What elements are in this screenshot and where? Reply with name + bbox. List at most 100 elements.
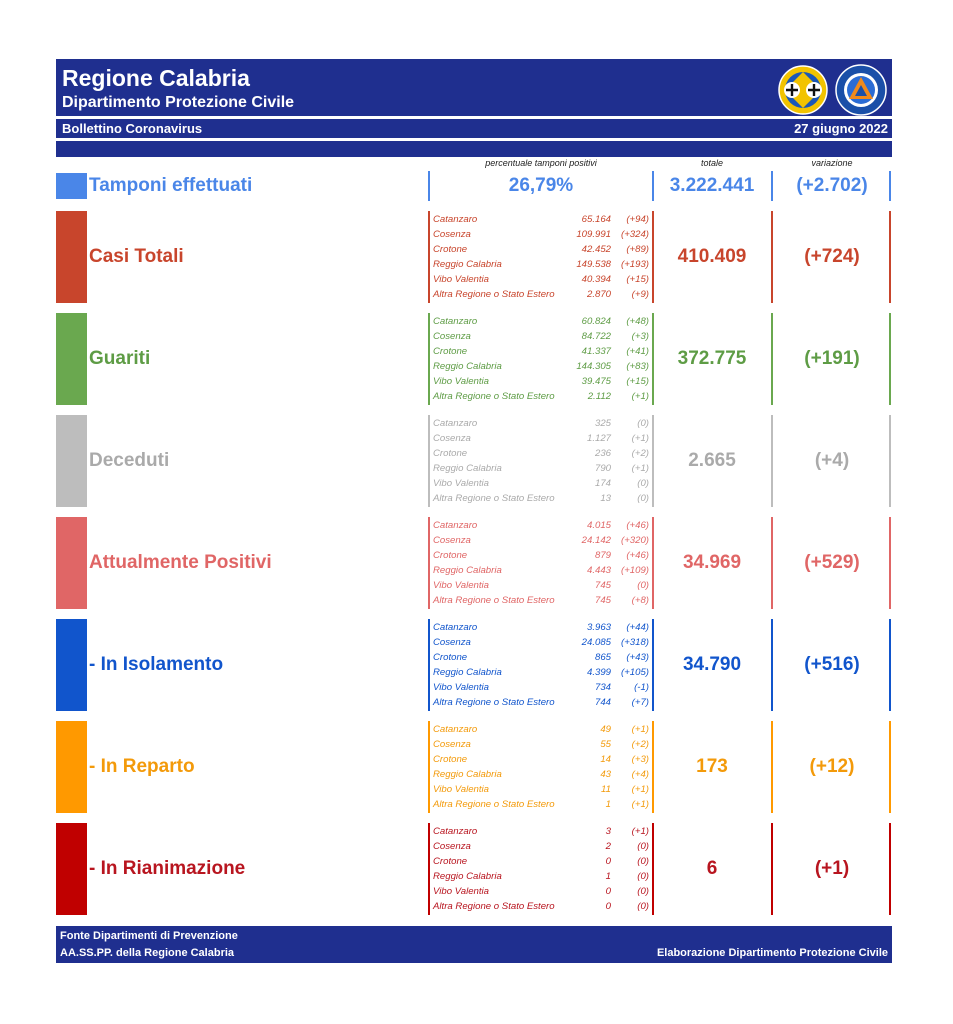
province-value: 144.305 <box>576 361 611 372</box>
breakdown-row: Cosenza 24.142 (+320) <box>433 533 649 548</box>
province-breakdown: Catanzaro 325 (0) Cosenza 1.127 (+1) Crotone 23… <box>433 416 649 506</box>
breakdown-row: Vibo Valentia 745 (0) <box>433 578 649 593</box>
breakdown-row: Altra Regione o Stato Estero 0 (0) <box>433 899 649 914</box>
province-delta: (0) <box>637 901 649 912</box>
province-value: 3.963 <box>586 622 611 633</box>
tamponi-label: Tamponi effettuati <box>89 175 253 196</box>
breakdown-row: Cosenza 84.722 (+3) <box>433 329 649 344</box>
province-value: 0 <box>605 856 611 867</box>
section-total: 372.775 <box>677 348 747 369</box>
province-value: 1 <box>605 799 611 810</box>
breakdown-row: Catanzaro 4.015 (+46) <box>433 518 649 533</box>
province-delta: (+1) <box>631 391 649 402</box>
source-line-1: Fonte Dipartimenti di Prevenzione <box>60 930 238 942</box>
province-value: 790 <box>594 463 611 474</box>
province-name: Reggio Calabria <box>433 361 502 372</box>
province-value: 109.991 <box>576 229 611 240</box>
header-strip <box>56 141 892 157</box>
divider <box>771 619 773 711</box>
province-value: 49 <box>600 724 611 735</box>
breakdown-row: Altra Regione o Stato Estero 744 (+7) <box>433 695 649 710</box>
section-total: 173 <box>696 756 728 777</box>
province-value: 2.112 <box>587 391 611 402</box>
divider <box>652 721 654 813</box>
province-value: 745 <box>594 580 611 591</box>
section-attualmente-positivi: Attualmente Positivi Catanzaro 4.015 (+46) C… <box>56 517 892 609</box>
province-name: Vibo Valentia <box>433 784 490 795</box>
province-name: Reggio Calabria <box>433 565 502 576</box>
divider <box>889 415 891 507</box>
province-delta: (+1) <box>631 784 649 795</box>
breakdown-row: Crotone 14 (+3) <box>433 752 649 767</box>
section-total: 410.409 <box>677 246 747 267</box>
province-delta: (+44) <box>626 622 649 633</box>
section-label: Attualmente Positivi <box>89 552 272 573</box>
divider <box>428 313 430 405</box>
tamponi-total: 3.222.441 <box>669 175 755 196</box>
province-name: Altra Regione o Stato Estero <box>433 901 555 912</box>
province-delta: (+46) <box>626 550 649 561</box>
province-value: 879 <box>594 550 611 561</box>
section-swatch <box>56 517 87 609</box>
province-delta: (+4) <box>631 769 649 780</box>
province-name: Crotone <box>433 754 468 765</box>
province-name: Vibo Valentia <box>433 376 490 387</box>
breakdown-row: Cosenza 1.127 (+1) <box>433 431 649 446</box>
section-in-isolamento: - In Isolamento Catanzaro 3.963 (+44) Cosenz… <box>56 619 892 711</box>
province-delta: (+2) <box>631 739 649 750</box>
province-name: Altra Regione o Stato Estero <box>433 493 555 504</box>
province-delta: (0) <box>637 478 649 489</box>
footer: Fonte Dipartimenti di Prevenzione AA.SS.… <box>56 926 892 963</box>
breakdown-row: Reggio Calabria 43 (+4) <box>433 767 649 782</box>
province-delta: (0) <box>637 493 649 504</box>
province-value: 1 <box>605 871 611 882</box>
divider <box>428 619 430 711</box>
province-name: Vibo Valentia <box>433 580 490 591</box>
province-value: 0 <box>605 901 611 912</box>
province-value: 4.443 <box>586 565 611 576</box>
province-delta: (+1) <box>631 799 649 810</box>
elaboration-credit: Elaborazione Dipartimento Protezione Civ… <box>656 947 888 959</box>
divider <box>428 415 430 507</box>
province-name: Crotone <box>433 550 468 561</box>
province-delta: (+46) <box>626 520 649 531</box>
section-delta: (+191) <box>804 348 860 369</box>
province-value: 13 <box>600 493 611 504</box>
province-name: Catanzaro <box>433 316 478 327</box>
breakdown-row: Reggio Calabria 144.305 (+83) <box>433 359 649 374</box>
province-name: Catanzaro <box>433 418 478 429</box>
section-total: 2.665 <box>688 450 736 471</box>
province-value: 174 <box>594 478 611 489</box>
province-value: 865 <box>594 652 611 663</box>
province-name: Catanzaro <box>433 826 478 837</box>
section-swatch <box>56 721 87 813</box>
province-delta: (0) <box>637 871 649 882</box>
divider <box>771 171 773 201</box>
section-label: Casi Totali <box>89 246 184 267</box>
divider <box>652 171 654 201</box>
province-value: 11 <box>601 784 611 795</box>
divider <box>771 313 773 405</box>
province-delta: (+41) <box>626 346 649 357</box>
province-delta: (0) <box>637 886 649 897</box>
divider <box>889 313 891 405</box>
breakdown-row: Altra Regione o Stato Estero 1 (+1) <box>433 797 649 812</box>
divider <box>652 211 654 303</box>
province-delta: (0) <box>637 580 649 591</box>
province-delta: (+3) <box>631 754 649 765</box>
province-name: Cosenza <box>433 331 471 342</box>
province-name: Catanzaro <box>433 622 478 633</box>
section-label: - In Reparto <box>89 756 195 777</box>
section-delta: (+1) <box>814 858 850 879</box>
province-value: 3 <box>605 826 611 837</box>
section-label: - In Rianimazione <box>89 858 246 879</box>
section-total: 34.790 <box>682 654 742 675</box>
section-in-rianimazione: - In Rianimazione Catanzaro 3 (+1) Cosenza 2 (… <box>56 823 892 915</box>
divider <box>771 517 773 609</box>
divider <box>771 823 773 915</box>
province-breakdown: Catanzaro 3 (+1) Cosenza 2 (0) Crotone 0 (0) Regg… <box>433 824 649 914</box>
regione-calabria-crest-icon <box>778 65 828 115</box>
province-name: Vibo Valentia <box>433 478 490 489</box>
province-name: Reggio Calabria <box>433 667 502 678</box>
breakdown-row: Crotone 865 (+43) <box>433 650 649 665</box>
